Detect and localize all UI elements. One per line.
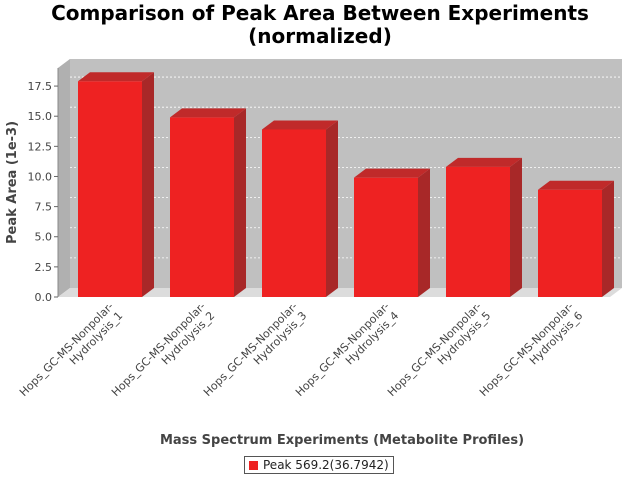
bar-top [538, 180, 614, 190]
legend-label: Peak 569.2(36.7942) [263, 458, 389, 472]
bar-side [326, 120, 338, 298]
bar-top [262, 120, 338, 130]
bar-side [510, 157, 522, 297]
x-tick-label: Hops_GC-MS-Nonpolar-Hydrolysis_4 [293, 300, 401, 408]
y-tick-label: 7.5 [35, 201, 53, 214]
bar [538, 189, 602, 297]
bar-top [78, 72, 154, 82]
bar [170, 117, 234, 297]
y-tick-label: 2.5 [35, 261, 53, 274]
plot-back-panel [70, 59, 622, 288]
legend: Peak 569.2(36.7942) [244, 456, 394, 474]
x-tick-label: Hops_GC-MS-Nonpolar-Hydrolysis_2 [109, 300, 217, 408]
x-tick-label: Hops_GC-MS-Nonpolar-Hydrolysis_1 [17, 300, 125, 408]
x-tick-label: Hops_GC-MS-Nonpolar-Hydrolysis_3 [201, 300, 309, 408]
bar [354, 177, 418, 297]
bar [446, 166, 510, 297]
bar [78, 81, 142, 297]
chart-title-main: Comparison of Peak Area Between Experime… [51, 1, 589, 25]
bar-top [170, 108, 246, 118]
bar-top [446, 157, 522, 167]
bar-side [234, 108, 246, 297]
y-tick-label: 5.0 [35, 231, 53, 244]
bar-side [418, 168, 430, 297]
plot-left-wall [58, 59, 70, 297]
bar [262, 129, 326, 297]
x-tick-label: Hops_GC-MS-Nonpolar-Hydrolysis_5 [385, 300, 493, 408]
x-tick-label: Hops_GC-MS-Nonpolar-Hydrolysis_6 [477, 300, 585, 408]
y-tick-label: 10.0 [28, 170, 53, 183]
chart-title: Comparison of Peak Area Between Experime… [0, 2, 640, 48]
y-axis-label: Peak Area (1e-3) [5, 121, 20, 244]
legend-swatch [249, 460, 258, 470]
y-tick-label: 15.0 [28, 110, 53, 123]
y-tick-label: 17.5 [28, 80, 53, 93]
x-axis-label: Mass Spectrum Experiments (Metabolite Pr… [160, 433, 524, 448]
bar-side [142, 72, 154, 297]
chart-subtitle: (normalized) [248, 24, 392, 48]
y-tick-label: 12.5 [28, 140, 53, 153]
bar-top [354, 168, 430, 178]
y-tick-label: 0.0 [35, 291, 53, 304]
bar-side [602, 180, 614, 297]
